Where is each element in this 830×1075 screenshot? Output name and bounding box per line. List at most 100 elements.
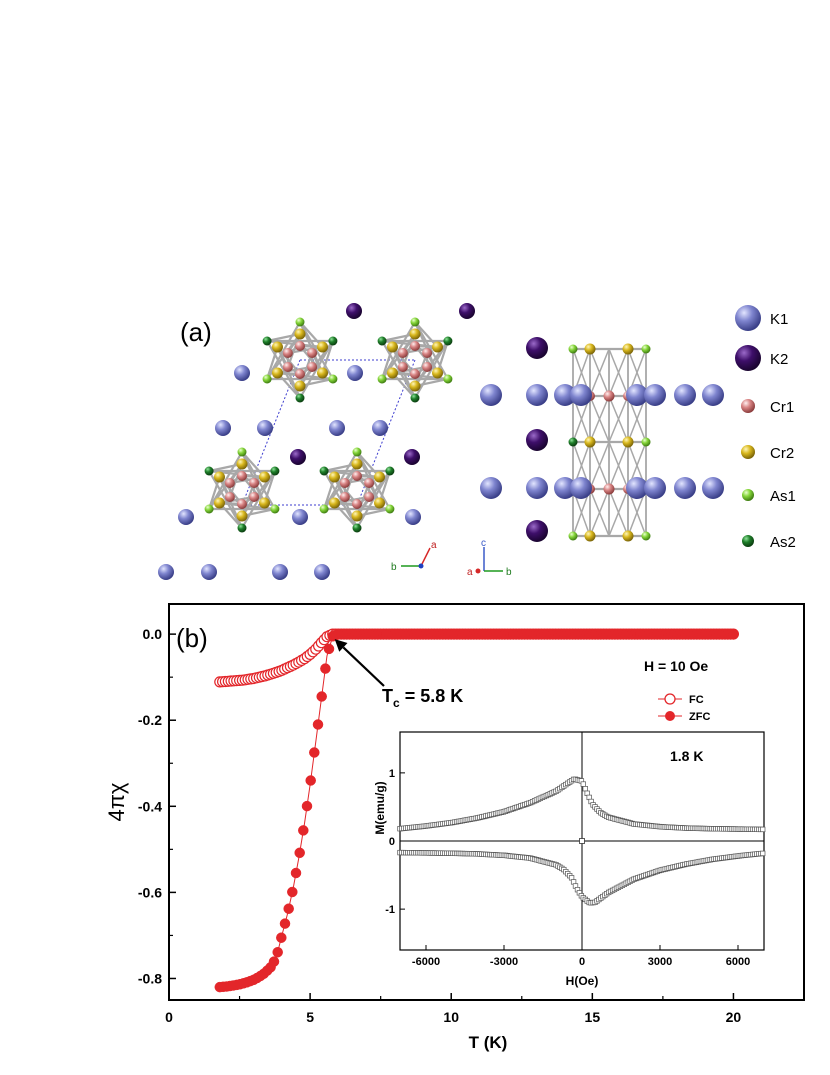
as-atom [377,374,387,384]
inset-y-tick-label: 0 [389,836,395,848]
k2-atom [290,449,306,465]
cr2-atom [409,380,421,392]
k1-atom [626,477,648,499]
as-atom [568,437,578,447]
inset-x-tick-label: 6000 [726,956,750,968]
k1-atom [215,420,231,436]
inset-point [760,826,766,833]
cr1-atom [237,471,247,481]
as-atom [410,393,420,403]
legend-label-as1: As1 [770,488,796,505]
k1-atom [674,384,696,406]
k1-atom [158,564,174,580]
k1-atom [626,384,648,406]
crystal-ab-projection: b a [158,303,475,580]
cr2-atom [317,367,329,379]
panel-b-label: (b) [176,623,208,653]
as-atom [443,336,453,346]
axis-triad-ab: b a [391,540,437,573]
y-tick-label: -0.6 [138,884,162,900]
main-data-series [214,628,740,993]
axis-triad-ac: c a b [467,538,512,578]
cr2-atom [622,530,634,542]
legend-atom-cr1 [741,399,755,413]
as-atom [270,504,280,514]
legend-label-cr1: Cr1 [770,399,794,416]
cr2-atom [236,510,248,522]
k1-atom [526,477,548,499]
inset-annotation: 1.8 K [670,748,703,764]
panel-a: (a) b a [158,303,796,580]
inset-data-series [397,776,766,906]
tc-symbol: T [382,686,393,706]
inset-y-tick-label: 1 [389,768,395,780]
inset-point [582,786,588,792]
x-tick-label: 0 [165,1009,173,1025]
cr-as-cluster [319,447,395,533]
as-atom [641,344,651,354]
cr2-atom [328,471,340,483]
k1-atom [554,477,576,499]
cr2-atom [351,458,363,470]
as-atom [204,504,214,514]
as-atom [568,531,578,541]
k1-atom [372,420,388,436]
point-zfc [272,946,283,958]
legend-label-as2: As2 [770,534,796,551]
point-zfc [268,956,280,967]
cr1-atom [237,499,247,509]
main-axis-ticks: 0 5 10 15 200.0-0.2-0.4-0.6-0.8 [138,626,742,1025]
as-atom [319,504,329,514]
cr2-atom [374,497,386,509]
cr1-atom [249,478,260,488]
cr2-atom [213,471,225,483]
cr1-atom [339,492,350,502]
k1-atom [702,477,724,499]
cr2-atom [432,341,444,353]
y-tick-label: -0.4 [138,798,162,814]
as-atom [237,523,247,533]
inset-x-tick-label: 0 [579,956,585,968]
point-zfc [312,719,324,730]
potassium-atoms-right [480,337,724,542]
k1-atom [347,365,363,381]
cr1-atom [282,362,293,372]
inset-plot: -6000 -3000 0 3000 6000 1 0 -1 1.8 K H(Oe) M(em… [373,731,766,988]
as-atom [295,393,305,403]
cr1-atom [249,492,260,502]
k2-atom [526,520,548,542]
main-x-axis-label: T (K) [469,1033,508,1052]
k1-atom [480,477,502,499]
crystal-side-view: c a b [467,337,724,578]
k2-atom [404,449,420,465]
inset-x-tick-label: -6000 [412,956,440,968]
as-atom [641,437,651,447]
k1-atom [480,384,502,406]
as-atom [319,466,329,476]
cr1-atom [352,471,362,481]
x-tick-label: 20 [726,1009,742,1025]
k1-atom [201,564,217,580]
k1-atom [178,509,194,525]
main-plot-frame [168,603,805,1001]
cr2-atom [328,497,340,509]
cr2-atom [294,328,306,340]
tc-subscript: c [393,696,400,710]
cr1-atom [397,348,408,358]
cr1-atom [282,348,293,358]
k2-atom [526,337,548,359]
cr1-atom [307,348,318,358]
legend-atom-k1 [735,305,761,331]
unit-cell-outline [241,359,416,506]
k1-atom [570,384,592,406]
k1-atom [526,384,548,406]
as-atom [410,317,420,327]
k2-atom [459,303,475,319]
legend-marker-fc [664,693,676,705]
as-atom [352,447,362,457]
as-atom [295,317,305,327]
legend-label-k2: K2 [770,351,788,368]
cr1-atom [295,369,305,379]
point-zfc [298,825,309,836]
